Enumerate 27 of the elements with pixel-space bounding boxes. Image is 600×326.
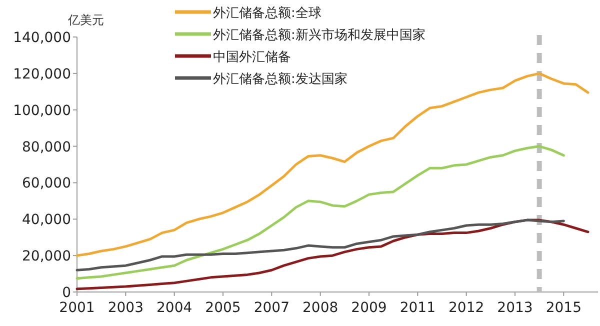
x-tick-label: 2011 [400, 300, 436, 316]
x-tick-label: 2015 [546, 300, 582, 316]
y-tick-label: 140,000 [13, 30, 71, 46]
legend-label: 外汇储备总额:全球 [213, 6, 322, 21]
x-tick-label: 2009 [351, 300, 387, 316]
y-tick-label: 120,000 [13, 66, 71, 82]
x-tick-label: 2008 [302, 300, 338, 316]
legend-label: 外汇储备总额:发达国家 [213, 71, 348, 87]
y-tick-label: 80,000 [22, 139, 71, 156]
x-tick-label: 2012 [448, 300, 484, 316]
x-tick-label: 2004 [156, 300, 192, 316]
legend-label: 中国外汇储备 [213, 50, 291, 65]
y-tick-label: 100,000 [13, 102, 71, 119]
y-tick-label: 60,000 [22, 176, 71, 192]
y-tick-label: 20,000 [22, 248, 71, 265]
y-axis-title: 亿美元 [67, 13, 104, 27]
x-tick-label: 2013 [497, 300, 533, 316]
line-series [76, 218, 565, 272]
line-series [76, 72, 590, 257]
x-tick-label: 2005 [205, 300, 241, 316]
y-tick-label: 0 [62, 285, 71, 301]
y-tick-label: 40,000 [22, 212, 71, 228]
line-series [76, 145, 565, 280]
x-tick-label: 2001 [59, 300, 95, 316]
legend-label: 外汇储备总额:新兴市场和发展中国家 [213, 27, 426, 43]
x-tick-label: 2003 [108, 300, 144, 316]
x-tick-label: 2007 [254, 300, 290, 316]
